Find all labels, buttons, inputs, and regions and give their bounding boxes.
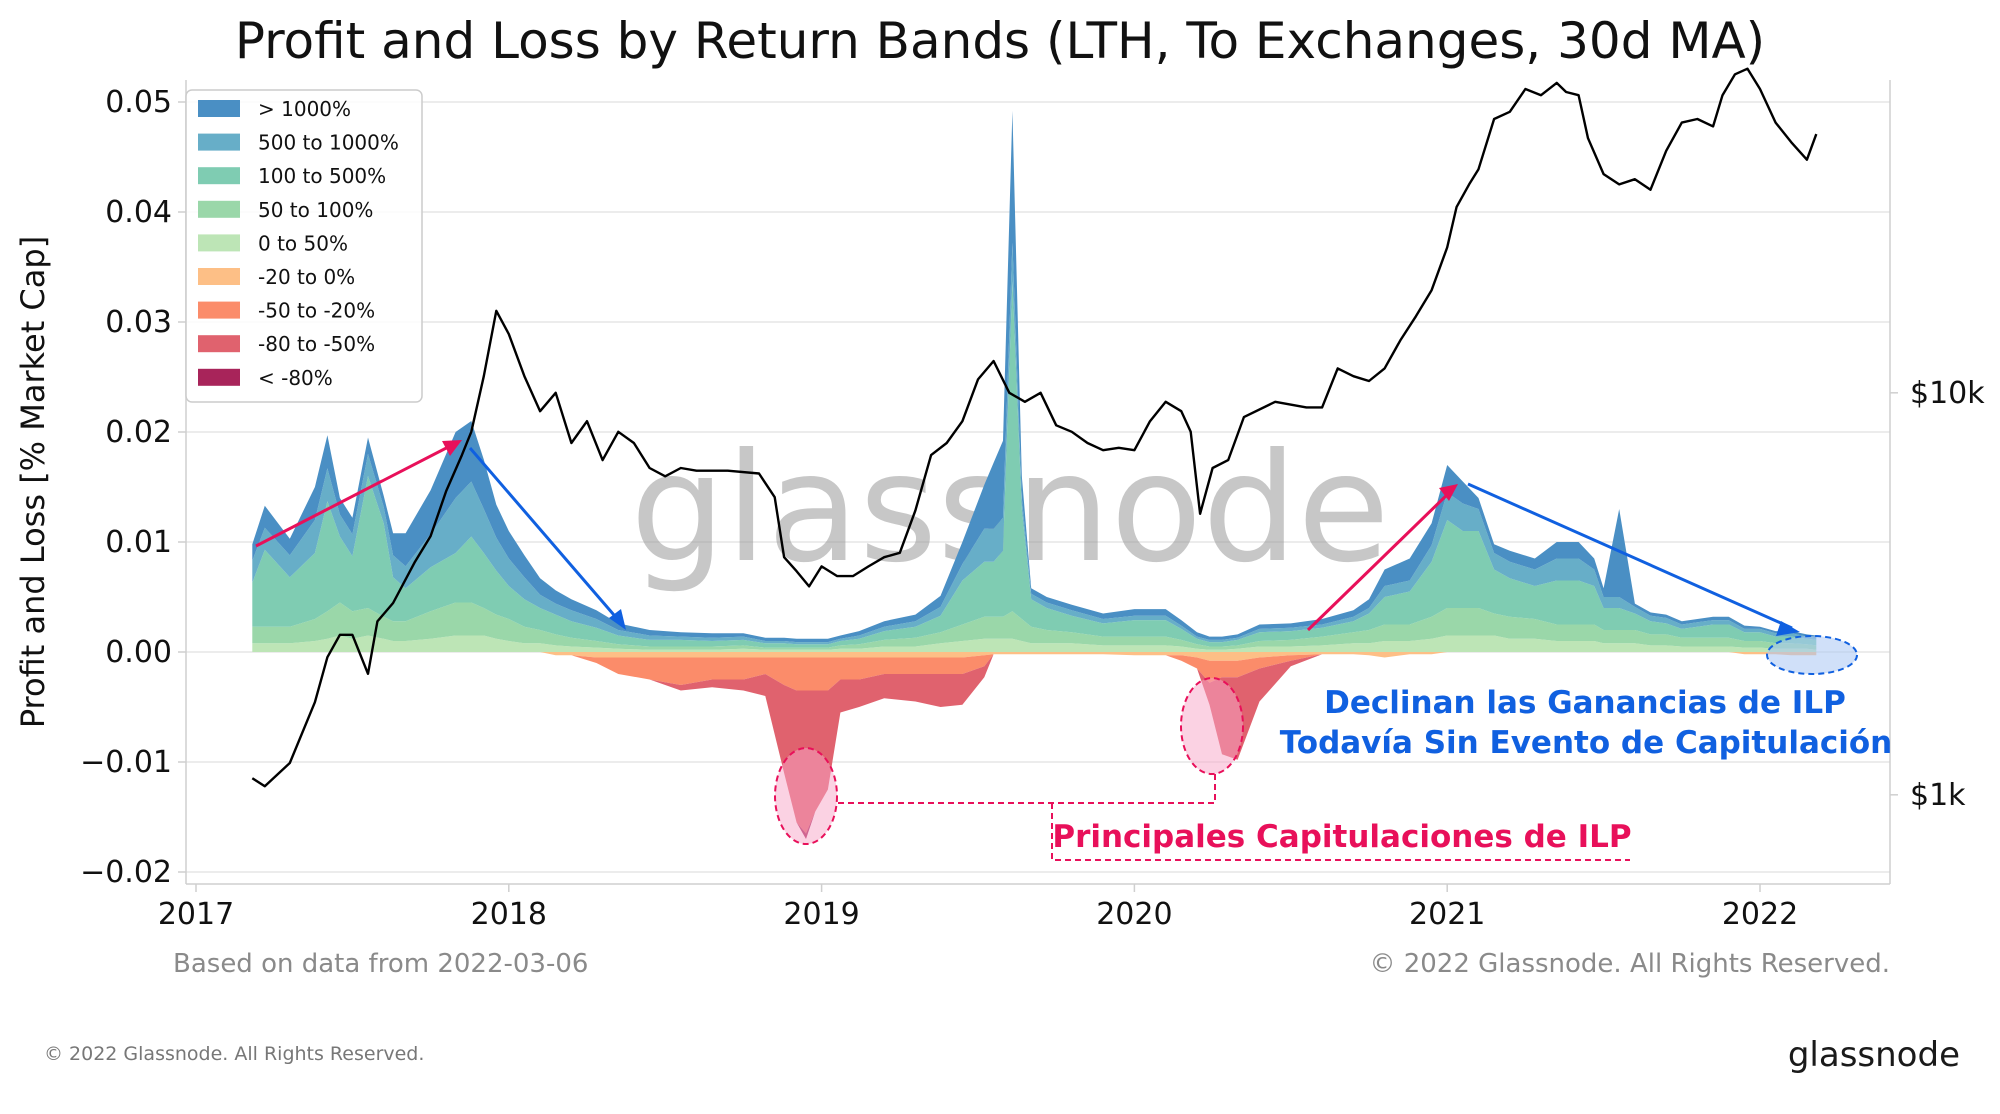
legend-label-8: < -80% [258,366,333,390]
arrow-up-2017 [255,441,457,548]
legend-swatch-5 [198,268,240,285]
area-band-neg-0 [252,652,1817,661]
area-band-0 [252,635,1817,652]
legend-label-4: 0 to 50% [258,231,348,255]
source-note: Based on data from 2022-03-06 [173,949,588,979]
y-tick-label-0: 0.05 [105,85,172,120]
y-tick-label-2: 0.03 [105,305,172,340]
footer-copyright: © 2022 Glassnode. All Rights Reserved. [44,1043,424,1065]
legend-label-0: > 1000% [258,97,351,121]
legend-box [185,89,423,403]
y-axis-label: Profit and Loss [% Market Cap] [14,236,52,728]
y-tick-labels: 0.05 0.04 0.03 0.02 0.01 0.00 −0.01 −0.02 [80,85,186,890]
x-tick-label-3: 2020 [1096,897,1172,932]
arrow-down-2021 [1467,482,1793,630]
highlight-ellipse-2022 [1766,635,1858,675]
legend-label-6: -50 to -20% [258,299,375,323]
legend-swatch-3 [198,200,240,218]
y-tick-label-7: −0.02 [80,855,172,890]
y-tick-label-1: 0.04 [105,195,172,230]
arrow-down-2018 [468,447,622,623]
legend-swatch-4 [198,234,240,252]
x-tick-label-4: 2021 [1409,897,1485,932]
x-tick-label-2: 2019 [783,897,859,932]
right-tick-label-1: $1k [1910,778,1966,813]
x-tick-label-0: 2017 [158,897,234,932]
legend-label-3: 50 to 100% [258,198,373,222]
arrowhead-down-2018 [609,609,626,630]
y-tick-label-6: −0.01 [80,745,172,780]
legend-swatch-7 [198,335,240,353]
capitulation-connector [838,774,1216,804]
annotation-capitulations: Principales Capitulaciones de ILP [1052,819,1631,855]
legend-label-5: -20 to 0% [258,265,355,289]
annotation-decline: Declinan las Ganancias de ILP [1324,685,1846,721]
arrow-up-2020 [1306,488,1454,632]
annotations: Declinan las Ganancias de ILP Todavía Si… [255,440,1892,861]
arrowhead-up-2017 [442,440,462,456]
legend-swatch-6 [198,301,240,319]
legend-swatch-2 [198,167,240,185]
price-line-group [251,67,1818,788]
right-tick-label-0: $10k [1910,376,1985,411]
area-band-2 [252,281,1817,648]
y-tick-label-4: 0.01 [105,525,172,560]
chart-title: Profit and Loss by Return Bands (LTH, To… [235,12,1765,70]
x-tick-labels: 2017 2018 2019 2020 2021 2022 [158,884,1798,932]
x-tick-label-1: 2018 [471,897,547,932]
capitulation-ellipse-2020 [1180,677,1244,775]
right-tick-labels: $10k $1k [1890,376,1985,813]
x-tick-label-5: 2022 [1722,897,1798,932]
arrowhead-down-2021 [1776,621,1800,636]
copyright: © 2022 Glassnode. All Rights Reserved. [1369,949,1890,979]
annotation-no-capitulation: Todavía Sin Evento de Capitulación [1280,725,1892,761]
legend-swatch-1 [198,133,240,151]
legend: > 1000% 500 to 1000% 100 to 500% 50 to 100%… [185,89,423,403]
y-tick-label-3: 0.02 [105,415,172,450]
legend-swatch-8 [198,368,240,386]
legend-label-2: 100 to 500% [258,164,386,188]
footer-brand: glassnode [1788,1035,1960,1075]
arrowhead-up-2020 [1439,484,1458,501]
price-line [251,67,1818,788]
area-series-group [252,110,1817,839]
legend-swatch-0 [198,100,240,117]
y-tick-label-5: 0.00 [105,635,172,670]
capitulation-ellipse-2018 [774,747,838,845]
legend-label-7: -80 to -50% [258,332,375,356]
capitulation-underline [1051,803,1630,861]
area-band-neg-1 [252,652,1817,691]
legend-label-1: 500 to 1000% [258,131,399,155]
area-band-1 [252,602,1817,650]
